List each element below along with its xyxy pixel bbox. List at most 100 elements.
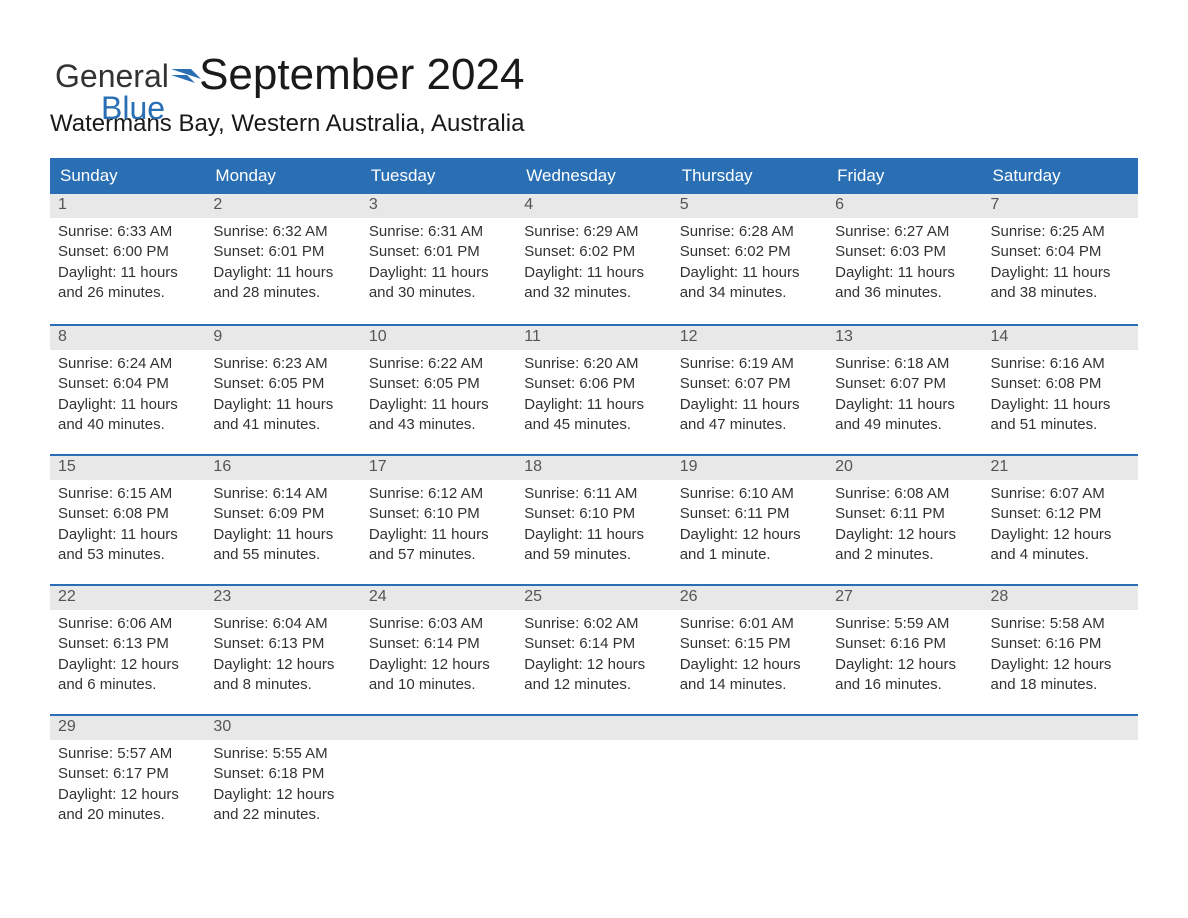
day-number: 11 <box>516 326 671 350</box>
day-number: 26 <box>672 586 827 610</box>
sunset-text: Sunset: 6:07 PM <box>680 374 819 394</box>
cell-body <box>827 740 982 762</box>
cell-body: Sunrise: 6:15 AMSunset: 6:08 PMDaylight:… <box>50 480 205 583</box>
sunset-text: Sunset: 6:01 PM <box>213 242 352 262</box>
day-number: 28 <box>983 586 1138 610</box>
day-number: 8 <box>50 326 205 350</box>
day-number: 20 <box>827 456 982 480</box>
cell-body: Sunrise: 6:04 AMSunset: 6:13 PMDaylight:… <box>205 610 360 713</box>
calendar-cell: 6Sunrise: 6:27 AMSunset: 6:03 PMDaylight… <box>827 194 982 324</box>
sunset-text: Sunset: 6:11 PM <box>835 504 974 524</box>
daylight1-text: Daylight: 11 hours <box>213 525 352 545</box>
day-number: 24 <box>361 586 516 610</box>
cell-body <box>672 740 827 762</box>
sunrise-text: Sunrise: 6:14 AM <box>213 484 352 504</box>
daylight2-text: and 40 minutes. <box>58 415 197 435</box>
dayheader-saturday: Saturday <box>983 158 1138 194</box>
sunrise-text: Sunrise: 5:58 AM <box>991 614 1130 634</box>
brand-part2: Blue <box>55 92 201 124</box>
day-number: 27 <box>827 586 982 610</box>
sunset-text: Sunset: 6:02 PM <box>524 242 663 262</box>
daylight1-text: Daylight: 11 hours <box>369 395 508 415</box>
day-number: 5 <box>672 194 827 218</box>
day-number: 7 <box>983 194 1138 218</box>
cell-body: Sunrise: 6:24 AMSunset: 6:04 PMDaylight:… <box>50 350 205 453</box>
calendar: Sunday Monday Tuesday Wednesday Thursday… <box>50 158 1138 844</box>
sunset-text: Sunset: 6:13 PM <box>213 634 352 654</box>
sunset-text: Sunset: 6:00 PM <box>58 242 197 262</box>
calendar-cell: 30Sunrise: 5:55 AMSunset: 6:18 PMDayligh… <box>205 716 360 844</box>
day-number: 3 <box>361 194 516 218</box>
daylight1-text: Daylight: 12 hours <box>524 655 663 675</box>
day-number: 2 <box>205 194 360 218</box>
calendar-cell: 1Sunrise: 6:33 AMSunset: 6:00 PMDaylight… <box>50 194 205 324</box>
calendar-cell <box>672 716 827 844</box>
sunrise-text: Sunrise: 6:10 AM <box>680 484 819 504</box>
sunset-text: Sunset: 6:18 PM <box>213 764 352 784</box>
day-number: 21 <box>983 456 1138 480</box>
calendar-cell: 27Sunrise: 5:59 AMSunset: 6:16 PMDayligh… <box>827 586 982 714</box>
sunrise-text: Sunrise: 6:23 AM <box>213 354 352 374</box>
dayheader-thursday: Thursday <box>672 158 827 194</box>
sunrise-text: Sunrise: 6:33 AM <box>58 222 197 242</box>
daylight1-text: Daylight: 11 hours <box>991 263 1130 283</box>
sunrise-text: Sunrise: 6:07 AM <box>991 484 1130 504</box>
daylight2-text: and 1 minute. <box>680 545 819 565</box>
calendar-cell: 25Sunrise: 6:02 AMSunset: 6:14 PMDayligh… <box>516 586 671 714</box>
sunrise-text: Sunrise: 6:24 AM <box>58 354 197 374</box>
day-number: 17 <box>361 456 516 480</box>
sunset-text: Sunset: 6:10 PM <box>524 504 663 524</box>
daylight1-text: Daylight: 12 hours <box>213 785 352 805</box>
calendar-cell: 23Sunrise: 6:04 AMSunset: 6:13 PMDayligh… <box>205 586 360 714</box>
cell-body: Sunrise: 6:23 AMSunset: 6:05 PMDaylight:… <box>205 350 360 453</box>
sunset-text: Sunset: 6:14 PM <box>369 634 508 654</box>
sunrise-text: Sunrise: 6:02 AM <box>524 614 663 634</box>
sunset-text: Sunset: 6:07 PM <box>835 374 974 394</box>
calendar-cell: 15Sunrise: 6:15 AMSunset: 6:08 PMDayligh… <box>50 456 205 584</box>
dayheader-tuesday: Tuesday <box>361 158 516 194</box>
day-number <box>516 716 671 740</box>
daylight2-text: and 49 minutes. <box>835 415 974 435</box>
daylight2-text: and 55 minutes. <box>213 545 352 565</box>
calendar-cell: 10Sunrise: 6:22 AMSunset: 6:05 PMDayligh… <box>361 326 516 454</box>
day-number: 29 <box>50 716 205 740</box>
sunrise-text: Sunrise: 6:28 AM <box>680 222 819 242</box>
sunset-text: Sunset: 6:04 PM <box>991 242 1130 262</box>
header: General September 2024 Watermans Bay, We… <box>50 50 1138 150</box>
sunset-text: Sunset: 6:08 PM <box>58 504 197 524</box>
sunset-text: Sunset: 6:11 PM <box>680 504 819 524</box>
sunrise-text: Sunrise: 6:20 AM <box>524 354 663 374</box>
calendar-week: 29Sunrise: 5:57 AMSunset: 6:17 PMDayligh… <box>50 714 1138 844</box>
sunset-text: Sunset: 6:16 PM <box>991 634 1130 654</box>
daylight2-text: and 59 minutes. <box>524 545 663 565</box>
daylight2-text: and 41 minutes. <box>213 415 352 435</box>
daylight2-text: and 38 minutes. <box>991 283 1130 303</box>
daylight2-text: and 53 minutes. <box>58 545 197 565</box>
sunset-text: Sunset: 6:01 PM <box>369 242 508 262</box>
cell-body: Sunrise: 6:25 AMSunset: 6:04 PMDaylight:… <box>983 218 1138 321</box>
cell-body: Sunrise: 6:02 AMSunset: 6:14 PMDaylight:… <box>516 610 671 713</box>
daylight1-text: Daylight: 12 hours <box>369 655 508 675</box>
daylight1-text: Daylight: 11 hours <box>835 395 974 415</box>
sunrise-text: Sunrise: 6:04 AM <box>213 614 352 634</box>
daylight2-text: and 2 minutes. <box>835 545 974 565</box>
daylight1-text: Daylight: 12 hours <box>991 655 1130 675</box>
daylight2-text: and 43 minutes. <box>369 415 508 435</box>
sunrise-text: Sunrise: 5:59 AM <box>835 614 974 634</box>
daylight1-text: Daylight: 11 hours <box>369 263 508 283</box>
daylight2-text: and 32 minutes. <box>524 283 663 303</box>
daylight2-text: and 30 minutes. <box>369 283 508 303</box>
calendar-week: 15Sunrise: 6:15 AMSunset: 6:08 PMDayligh… <box>50 454 1138 584</box>
calendar-cell: 5Sunrise: 6:28 AMSunset: 6:02 PMDaylight… <box>672 194 827 324</box>
daylight1-text: Daylight: 11 hours <box>524 395 663 415</box>
day-number <box>827 716 982 740</box>
daylight2-text: and 18 minutes. <box>991 675 1130 695</box>
daylight2-text: and 16 minutes. <box>835 675 974 695</box>
daylight2-text: and 12 minutes. <box>524 675 663 695</box>
day-number: 6 <box>827 194 982 218</box>
daylight2-text: and 45 minutes. <box>524 415 663 435</box>
daylight1-text: Daylight: 11 hours <box>58 525 197 545</box>
calendar-cell: 22Sunrise: 6:06 AMSunset: 6:13 PMDayligh… <box>50 586 205 714</box>
daylight2-text: and 57 minutes. <box>369 545 508 565</box>
sunset-text: Sunset: 6:08 PM <box>991 374 1130 394</box>
